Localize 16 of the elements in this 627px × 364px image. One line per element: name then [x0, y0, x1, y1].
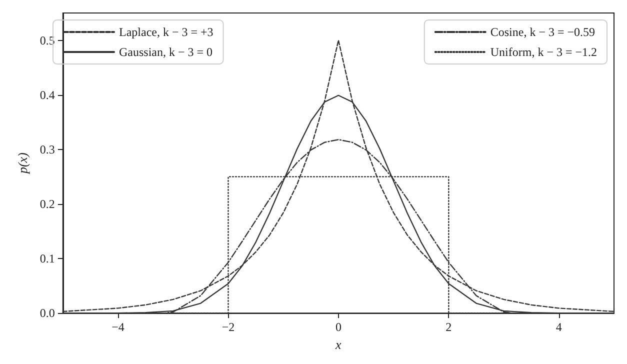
legend-label: Cosine, k − 3 = −0.59	[490, 25, 596, 39]
y-tick-label: 0.3	[40, 142, 55, 156]
y-tick-label: 0.0	[40, 306, 55, 320]
legend-label: Laplace, k − 3 = +3	[119, 25, 214, 39]
x-tick-label: 4	[556, 320, 562, 334]
y-axis-title: p(x)	[15, 152, 30, 175]
x-tick-label: −4	[112, 320, 124, 334]
x-tick-label: −2	[222, 320, 235, 334]
legend-label: Uniform, k − 3 = −1.2	[490, 45, 598, 59]
y-tick-label: 0.2	[40, 196, 55, 211]
y-tick-label: 0.1	[40, 252, 55, 266]
legend-label: Gaussian, k − 3 = 0	[119, 45, 213, 59]
y-tick-label: 0.4	[40, 88, 55, 102]
x-tick-label: 0	[335, 320, 342, 334]
x-axis-title: x	[334, 337, 342, 352]
x-tick-label: 2	[446, 320, 452, 334]
